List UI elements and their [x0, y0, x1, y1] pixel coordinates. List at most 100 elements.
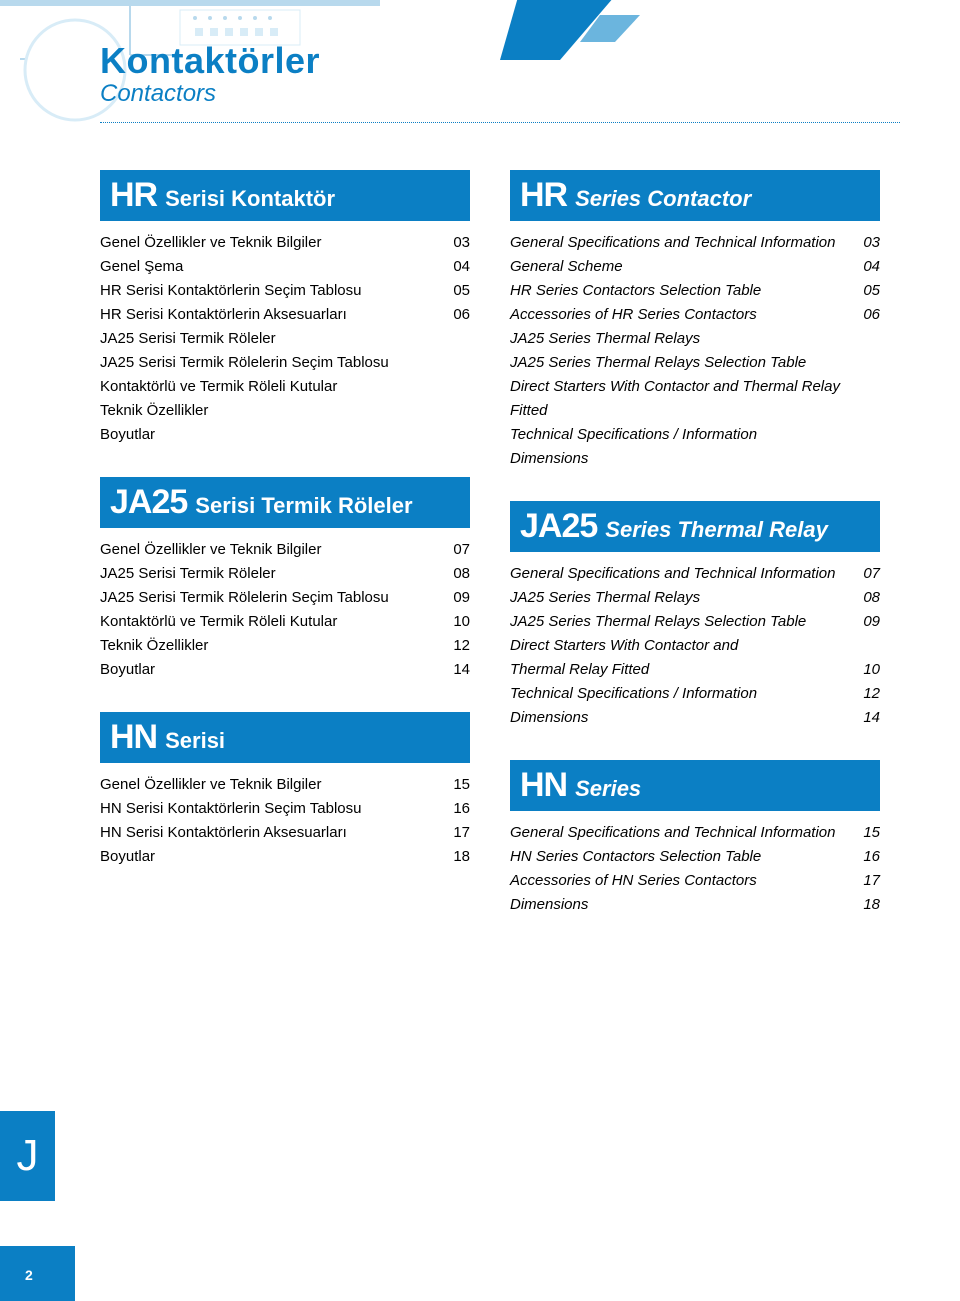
toc-row: Dimensions18 — [510, 893, 880, 917]
toc-row: Teknik Özellikler12 — [100, 634, 470, 658]
toc-page: 18 — [850, 893, 880, 917]
side-tab: J — [0, 1111, 55, 1201]
toc-row: HR Serisi Kontaktörlerin Seçim Tablosu05 — [100, 279, 470, 303]
toc-page: 04 — [440, 255, 470, 279]
toc-row: General Specifications and Technical Inf… — [510, 231, 880, 255]
toc-row: General Scheme04 — [510, 255, 880, 279]
toc-label: General Specifications and Technical Inf… — [510, 562, 850, 586]
toc-page — [440, 423, 470, 447]
divider-line — [100, 122, 900, 123]
toc-page: 17 — [440, 821, 470, 845]
page-header: Kontaktörler Contactors — [100, 40, 320, 108]
toc-label: Accessories of HN Series Contactors — [510, 869, 850, 893]
section-prefix: JA25 — [110, 483, 187, 522]
section-ja25-left: JA25 Serisi Termik Röleler Genel Özellik… — [100, 477, 470, 682]
toc-label: HR Serisi Kontaktörlerin Aksesuarları — [100, 303, 440, 327]
toc-page — [440, 399, 470, 423]
toc-row: Accessories of HN Series Contactors17 — [510, 869, 880, 893]
section-prefix: JA25 — [520, 507, 597, 546]
toc-row: HR Serisi Kontaktörlerin Aksesuarları06 — [100, 303, 470, 327]
toc-label: JA25 Series Thermal Relays Selection Tab… — [510, 351, 850, 375]
toc-row: Dimensions14 — [510, 706, 880, 730]
section-header-hn-left: HN Serisi — [100, 712, 470, 763]
toc-page: 08 — [850, 586, 880, 610]
toc-label: Genel Şema — [100, 255, 440, 279]
toc-page: 18 — [440, 845, 470, 869]
toc-label: JA25 Serisi Termik Röleler — [100, 327, 440, 351]
toc-page: 03 — [440, 231, 470, 255]
section-label: Series — [575, 776, 641, 802]
toc-list: Genel Özellikler ve Teknik Bilgiler07 JA2… — [100, 538, 470, 682]
toc-list: Genel Özellikler ve Teknik Bilgiler15HN … — [100, 773, 470, 869]
toc-page: 15 — [440, 773, 470, 797]
toc-label: Kontaktörlü ve Termik Röleli Kutular — [100, 610, 440, 634]
section-ja25-right: JA25 Series Thermal Relay General Specif… — [510, 501, 880, 730]
section-label: Serisi Kontaktör — [165, 186, 335, 212]
toc-page: 07 — [440, 538, 470, 562]
footer-band — [0, 1246, 75, 1301]
toc-label: Dimensions — [510, 893, 850, 917]
toc-label: Direct Starters With Contactor and — [510, 634, 850, 658]
section-label: Series Thermal Relay — [605, 517, 828, 543]
toc-content: HR Serisi Kontaktör Genel Özellikler ve … — [100, 170, 880, 947]
toc-row: Genel Şema04 — [100, 255, 470, 279]
toc-row: JA25 Series Thermal Relays Selection Tab… — [510, 610, 880, 634]
toc-label: Technical Specifications / Information — [510, 682, 850, 706]
toc-row: Kontaktörlü ve Termik Röleli Kutular10 — [100, 610, 470, 634]
toc-label: Accessories of HR Series Contactors — [510, 303, 850, 327]
toc-row: Direct Starters With Contactor and — [510, 634, 880, 658]
toc-list: General Specifications and Technical Inf… — [510, 231, 880, 471]
toc-label: Thermal Relay Fitted — [510, 658, 850, 682]
toc-label: General Scheme — [510, 255, 850, 279]
toc-row: JA25 Serisi Termik Röleler — [100, 327, 470, 351]
page-number: 2 — [25, 1267, 33, 1283]
toc-page: 09 — [850, 610, 880, 634]
section-hr-left: HR Serisi Kontaktör Genel Özellikler ve … — [100, 170, 470, 447]
toc-label: Teknik Özellikler — [100, 399, 440, 423]
toc-row: Genel Özellikler ve Teknik Bilgiler07 — [100, 538, 470, 562]
toc-page — [440, 375, 470, 399]
toc-label: Dimensions — [510, 447, 850, 471]
toc-label: JA25 Series Thermal Relays Selection Tab… — [510, 610, 850, 634]
toc-label: Genel Özellikler ve Teknik Bilgiler — [100, 773, 440, 797]
toc-page: 10 — [440, 610, 470, 634]
toc-row: Accessories of HR Series Contactors06 — [510, 303, 880, 327]
section-label: Serisi — [165, 728, 225, 754]
toc-label: HN Serisi Kontaktörlerin Aksesuarları — [100, 821, 440, 845]
toc-page: 06 — [440, 303, 470, 327]
toc-row: Kontaktörlü ve Termik Röleli Kutular — [100, 375, 470, 399]
toc-label: Boyutlar — [100, 423, 440, 447]
toc-label: Dimensions — [510, 706, 850, 730]
section-header-hn-right: HN Series — [510, 760, 880, 811]
toc-row: General Specifications and Technical Inf… — [510, 821, 880, 845]
toc-label: HN Series Contactors Selection Table — [510, 845, 850, 869]
section-header-hr-left: HR Serisi Kontaktör — [100, 170, 470, 221]
toc-page: 05 — [440, 279, 470, 303]
toc-label: JA25 Serisi Termik Rölelerin Seçim Tablo… — [100, 586, 440, 610]
toc-label: HN Serisi Kontaktörlerin Seçim Tablosu — [100, 797, 440, 821]
toc-row: Boyutlar14 — [100, 658, 470, 682]
toc-page: 12 — [440, 634, 470, 658]
toc-row: HN Serisi Kontaktörlerin Aksesuarları17 — [100, 821, 470, 845]
toc-page — [850, 375, 880, 423]
page-subtitle: Contactors — [100, 80, 320, 108]
section-header-hr-right: HR Series Contactor — [510, 170, 880, 221]
section-prefix: HN — [520, 766, 567, 805]
section-label: Series Contactor — [575, 186, 751, 212]
toc-page: 12 — [850, 682, 880, 706]
toc-row: HR Series Contactors Selection Table05 — [510, 279, 880, 303]
toc-page: 14 — [440, 658, 470, 682]
toc-row: Direct Starters With Contactor and Therm… — [510, 375, 880, 423]
toc-page: 04 — [850, 255, 880, 279]
toc-page — [850, 634, 880, 658]
toc-label: JA25 Serisi Termik Rölelerin Seçim Tablo… — [100, 351, 440, 375]
toc-label: General Specifications and Technical Inf… — [510, 231, 850, 255]
toc-row: Technical Specifications / Information — [510, 423, 880, 447]
toc-page: 15 — [850, 821, 880, 845]
toc-row: Genel Özellikler ve Teknik Bilgiler15 — [100, 773, 470, 797]
section-header-ja25-right: JA25 Series Thermal Relay — [510, 501, 880, 552]
toc-row: JA25 Series Thermal Relays — [510, 327, 880, 351]
toc-page: 14 — [850, 706, 880, 730]
section-prefix: HR — [520, 176, 567, 215]
toc-row: HN Series Contactors Selection Table16 — [510, 845, 880, 869]
